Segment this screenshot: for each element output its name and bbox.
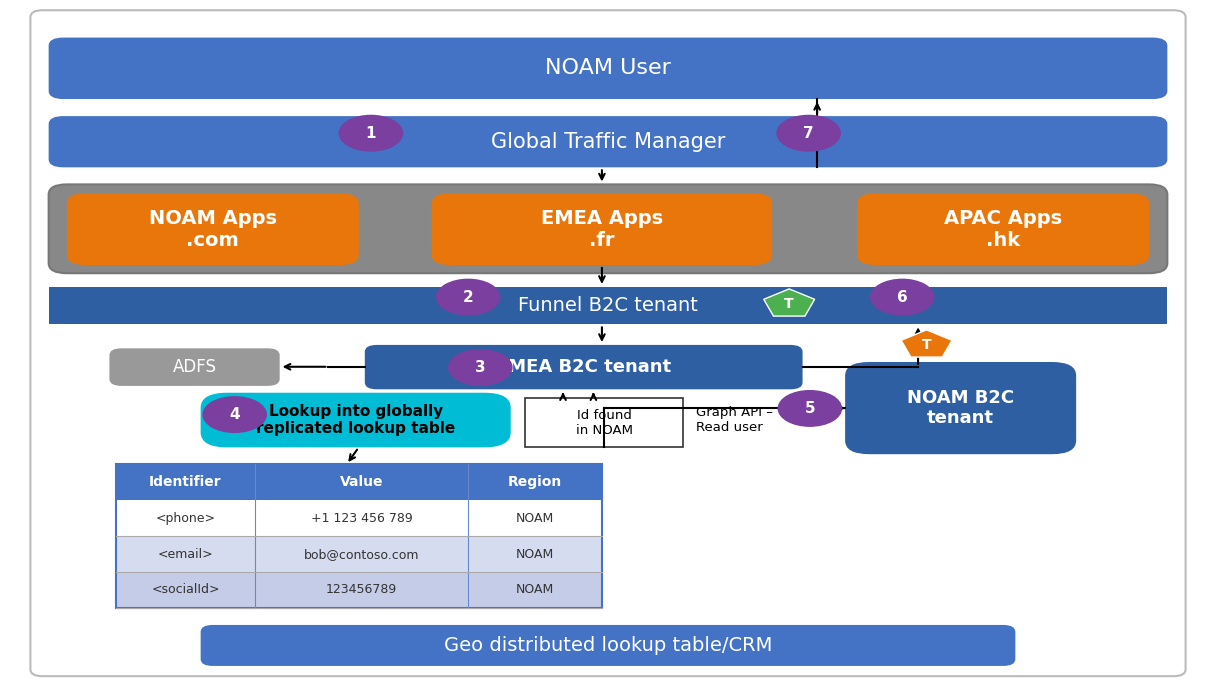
FancyBboxPatch shape xyxy=(49,184,1167,273)
Text: 1: 1 xyxy=(366,126,376,141)
Text: 6: 6 xyxy=(897,290,907,305)
FancyBboxPatch shape xyxy=(365,345,803,389)
Text: Funnel B2C tenant: Funnel B2C tenant xyxy=(518,296,698,315)
Circle shape xyxy=(437,279,500,315)
Text: Region: Region xyxy=(508,475,562,489)
Text: EMEA B2C tenant: EMEA B2C tenant xyxy=(496,358,671,376)
Text: Identifier: Identifier xyxy=(150,475,221,489)
Bar xyxy=(116,500,602,536)
Bar xyxy=(116,464,602,608)
Text: 2: 2 xyxy=(463,290,473,305)
Text: NOAM: NOAM xyxy=(516,548,554,561)
Circle shape xyxy=(449,350,512,385)
Text: <socialId>: <socialId> xyxy=(151,583,220,596)
Bar xyxy=(116,572,602,608)
FancyBboxPatch shape xyxy=(49,38,1167,99)
Text: 7: 7 xyxy=(804,126,814,141)
Bar xyxy=(116,536,602,572)
Text: T: T xyxy=(922,338,931,352)
Text: 5: 5 xyxy=(805,401,815,416)
FancyBboxPatch shape xyxy=(201,393,511,447)
Text: NOAM B2C
tenant: NOAM B2C tenant xyxy=(907,389,1014,428)
Bar xyxy=(525,398,683,447)
Bar xyxy=(116,464,602,500)
Text: <phone>: <phone> xyxy=(156,512,215,525)
Text: Global Traffic Manager: Global Traffic Manager xyxy=(491,132,725,152)
Text: APAC Apps
.hk: APAC Apps .hk xyxy=(944,208,1063,250)
Circle shape xyxy=(203,397,266,432)
FancyBboxPatch shape xyxy=(109,348,280,386)
FancyBboxPatch shape xyxy=(432,193,772,265)
Text: T: T xyxy=(784,297,794,311)
Text: Geo distributed lookup table/CRM: Geo distributed lookup table/CRM xyxy=(444,636,772,655)
Text: Graph API –
Read user: Graph API – Read user xyxy=(696,406,772,434)
FancyBboxPatch shape xyxy=(857,193,1149,265)
Text: NOAM User: NOAM User xyxy=(545,58,671,79)
Bar xyxy=(49,287,1167,324)
Text: EMEA Apps
.fr: EMEA Apps .fr xyxy=(541,208,663,250)
FancyBboxPatch shape xyxy=(30,10,1186,676)
FancyBboxPatch shape xyxy=(201,625,1015,666)
FancyBboxPatch shape xyxy=(49,116,1167,167)
Text: Value: Value xyxy=(340,475,383,489)
FancyBboxPatch shape xyxy=(845,362,1076,454)
Text: Id found
in NOAM: Id found in NOAM xyxy=(576,409,632,436)
Text: <email>: <email> xyxy=(158,548,213,561)
Text: NOAM: NOAM xyxy=(516,512,554,525)
FancyBboxPatch shape xyxy=(67,193,359,265)
Text: Lookup into globally
replicated lookup table: Lookup into globally replicated lookup t… xyxy=(257,404,455,436)
Polygon shape xyxy=(901,330,952,357)
Circle shape xyxy=(871,279,934,315)
Text: +1 123 456 789: +1 123 456 789 xyxy=(311,512,412,525)
Text: bob@contoso.com: bob@contoso.com xyxy=(304,548,420,561)
Circle shape xyxy=(778,391,841,426)
Text: ADFS: ADFS xyxy=(173,358,216,376)
Text: 123456789: 123456789 xyxy=(326,583,398,596)
Text: 3: 3 xyxy=(475,360,485,375)
Circle shape xyxy=(777,115,840,151)
Polygon shape xyxy=(764,289,815,316)
Text: 4: 4 xyxy=(230,407,240,422)
Circle shape xyxy=(339,115,402,151)
Text: NOAM Apps
.com: NOAM Apps .com xyxy=(148,208,277,250)
Text: NOAM: NOAM xyxy=(516,583,554,596)
